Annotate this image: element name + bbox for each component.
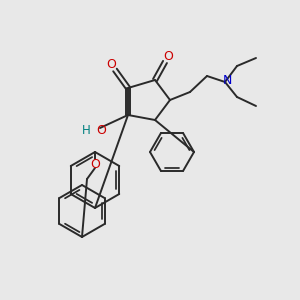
Text: O: O [106, 58, 116, 71]
Text: H: H [82, 124, 91, 136]
Text: O: O [90, 158, 100, 172]
Text: O: O [163, 50, 173, 64]
Text: N: N [222, 74, 232, 86]
Text: O: O [96, 124, 106, 136]
